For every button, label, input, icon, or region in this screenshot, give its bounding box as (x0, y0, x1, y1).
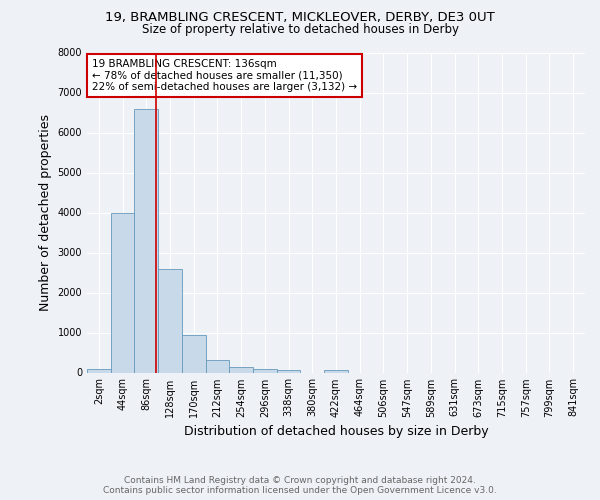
Text: 19 BRAMBLING CRESCENT: 136sqm
← 78% of detached houses are smaller (11,350)
22% : 19 BRAMBLING CRESCENT: 136sqm ← 78% of d… (92, 59, 357, 92)
Bar (253, 370, 277, 372)
Text: Contains HM Land Registry data © Crown copyright and database right 2024.
Contai: Contains HM Land Registry data © Crown c… (103, 476, 497, 495)
Bar (277, 370, 301, 372)
Bar (111, 212, 134, 372)
Bar (229, 368, 253, 372)
Bar (206, 360, 229, 372)
X-axis label: Distribution of detached houses by size in Derby: Distribution of detached houses by size … (184, 425, 488, 438)
Text: Size of property relative to detached houses in Derby: Size of property relative to detached ho… (142, 22, 458, 36)
Bar (134, 108, 158, 372)
Text: 19, BRAMBLING CRESCENT, MICKLEOVER, DERBY, DE3 0UT: 19, BRAMBLING CRESCENT, MICKLEOVER, DERB… (105, 11, 495, 24)
Bar (87, 368, 111, 372)
Bar (182, 334, 206, 372)
Y-axis label: Number of detached properties: Number of detached properties (39, 114, 52, 311)
Bar (324, 370, 348, 372)
Bar (158, 268, 182, 372)
